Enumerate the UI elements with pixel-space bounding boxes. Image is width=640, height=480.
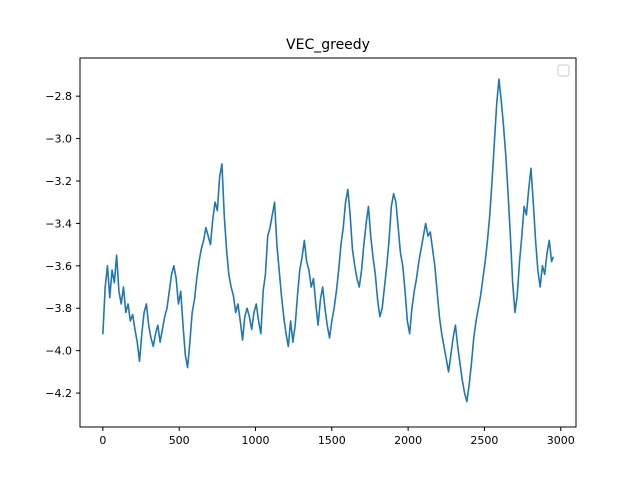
x-tick-label: 0 bbox=[99, 434, 106, 447]
chart-title: VEC_greedy bbox=[286, 37, 370, 53]
x-axis: 0 500 1000 1500 2000 2500 3000 bbox=[99, 427, 575, 447]
y-tick-label: −2.8 bbox=[45, 90, 72, 103]
x-tick-label: 1000 bbox=[242, 434, 270, 447]
x-tick-label: 2500 bbox=[470, 434, 498, 447]
y-tick-label: −4.2 bbox=[45, 387, 72, 400]
y-tick-label: −4.0 bbox=[45, 345, 72, 358]
y-tick-label: −3.4 bbox=[45, 217, 72, 230]
legend-box bbox=[557, 64, 570, 77]
x-tick-label: 1500 bbox=[318, 434, 346, 447]
plot-frame bbox=[79, 57, 577, 428]
y-tick-label: −3.6 bbox=[45, 260, 72, 273]
x-tick-label: 3000 bbox=[547, 434, 575, 447]
plot-area bbox=[102, 78, 554, 403]
x-tick-label: 2000 bbox=[394, 434, 422, 447]
y-tick-label: −3.2 bbox=[45, 175, 72, 188]
x-tick-label: 500 bbox=[169, 434, 190, 447]
y-tick-label: −3.0 bbox=[45, 133, 72, 146]
y-axis: −2.8 −3.0 −3.2 −3.4 −3.6 −3.8 −4.0 −4.2 bbox=[45, 90, 80, 400]
series-line-0 bbox=[102, 78, 554, 403]
y-tick-label: −3.8 bbox=[45, 302, 72, 315]
